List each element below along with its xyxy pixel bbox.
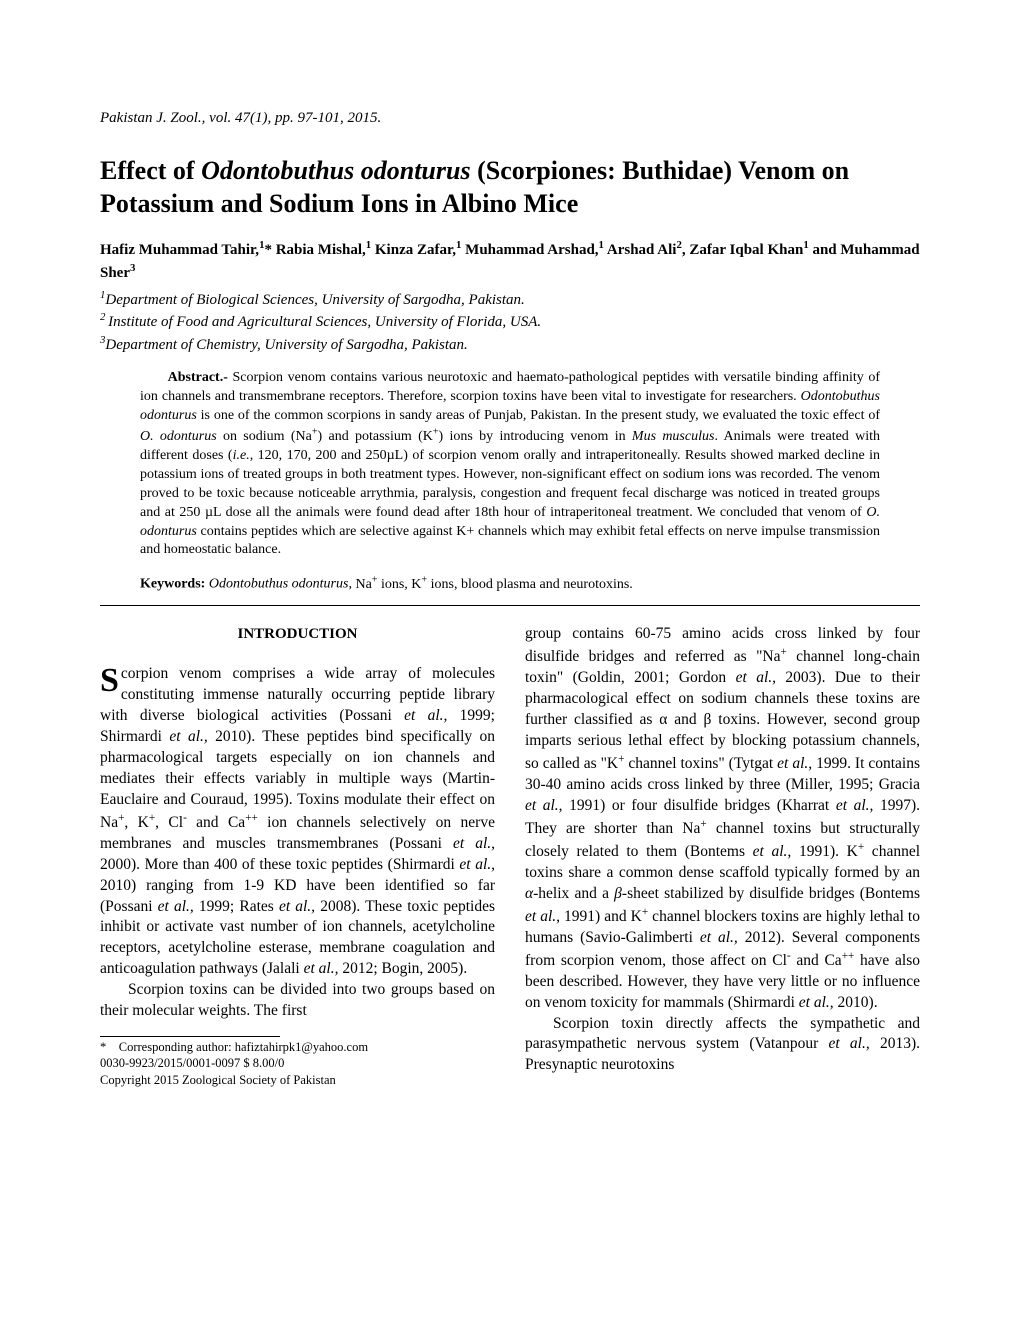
two-column-body: INTRODUCTION Scorpion venom comprises a … <box>100 624 920 1088</box>
abstract-label: Abstract.- <box>168 370 228 385</box>
paragraph-3: group contains 60-75 amino acids cross l… <box>525 624 920 1014</box>
affiliation-1: 1Department of Biological Sciences, Univ… <box>100 288 920 310</box>
copyright-line: Copyright 2015 Zoological Society of Pak… <box>100 1072 495 1088</box>
affiliation-2: 2 Institute of Food and Agricultural Sci… <box>100 310 920 332</box>
authors: Hafiz Muhammad Tahir,1* Rabia Mishal,1 K… <box>100 238 920 284</box>
issn-line: 0030-9923/2015/0001-0097 $ 8.00/0 <box>100 1055 495 1071</box>
affiliations: 1Department of Biological Sciences, Univ… <box>100 288 920 355</box>
abstract: Abstract.- Scorpion venom contains vario… <box>100 369 920 561</box>
keywords-species: Odontobuthus odonturus, <box>205 577 352 592</box>
title-pre: Effect of <box>100 156 201 185</box>
dropcap: S <box>100 664 121 696</box>
section-divider <box>100 605 920 606</box>
keywords-label: Keywords: <box>140 577 205 592</box>
paragraph-1: Scorpion venom comprises a wide array of… <box>100 664 495 980</box>
footnote: * Corresponding author: hafiztahirpk1@ya… <box>100 1039 495 1088</box>
footnote-divider <box>100 1036 280 1037</box>
corresponding-email-link[interactable]: hafiztahirpk1@yahoo.com <box>235 1040 368 1054</box>
affiliation-3: 3Department of Chemistry, University of … <box>100 333 920 355</box>
paragraph-4: Scorpion toxin directly affects the symp… <box>525 1014 920 1077</box>
title-species: Odontobuthus odonturus <box>201 156 471 185</box>
keywords: Keywords: Odontobuthus odonturus, Na+ io… <box>100 574 920 593</box>
abstract-text: Scorpion venom contains various neurotox… <box>140 370 880 558</box>
corresponding-author: * Corresponding author: hafiztahirpk1@ya… <box>100 1039 495 1055</box>
introduction-heading: INTRODUCTION <box>100 624 495 644</box>
keywords-rest: Na+ ions, K+ ions, blood plasma and neur… <box>352 577 633 592</box>
paragraph-2: Scorpion toxins can be divided into two … <box>100 980 495 1022</box>
paper-title: Effect of Odontobuthus odonturus (Scorpi… <box>100 155 920 220</box>
column-right: group contains 60-75 amino acids cross l… <box>525 624 920 1088</box>
column-left: INTRODUCTION Scorpion venom comprises a … <box>100 624 495 1088</box>
journal-header: Pakistan J. Zool., vol. 47(1), pp. 97-10… <box>100 110 920 127</box>
